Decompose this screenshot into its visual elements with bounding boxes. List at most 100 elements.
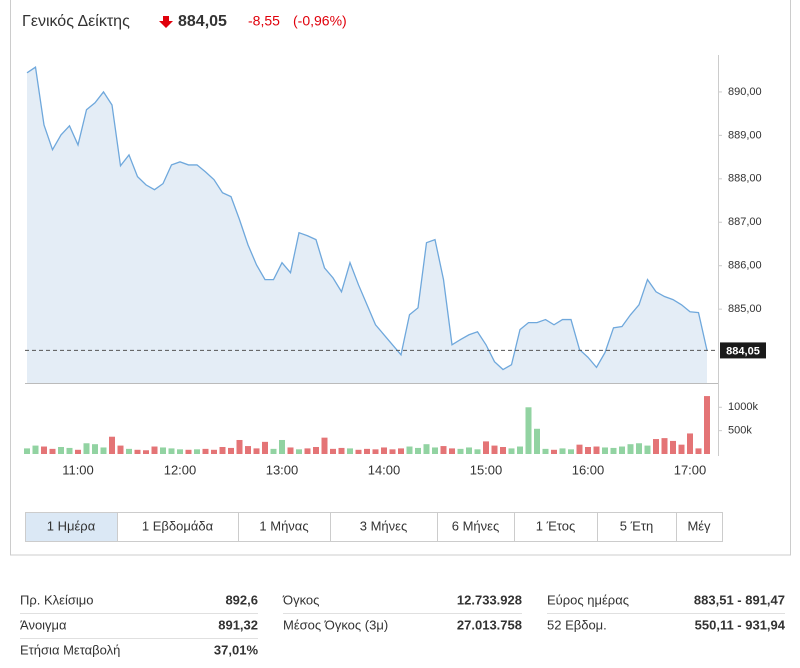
volume-bar xyxy=(695,448,702,454)
stat-value: 27.013.758 xyxy=(457,617,522,632)
volume-bar xyxy=(134,449,141,454)
y-tick-label: 890,00 xyxy=(728,86,762,98)
volume-bar xyxy=(202,448,209,454)
volume-bar xyxy=(585,446,591,454)
range-tab[interactable] xyxy=(676,512,723,542)
range-tab[interactable] xyxy=(437,512,515,542)
volume-bar xyxy=(483,441,489,454)
volume-bar xyxy=(151,446,158,454)
range-tab[interactable] xyxy=(117,512,239,542)
volume-bar xyxy=(389,449,396,454)
volume-bar xyxy=(670,440,676,454)
volume-bar xyxy=(423,444,430,454)
current-price-box xyxy=(720,342,766,359)
volume-bar xyxy=(49,448,56,454)
volume-bar xyxy=(236,439,243,454)
volume-bar xyxy=(415,447,421,454)
stat-value: 37,01% xyxy=(214,642,259,657)
volume-bar xyxy=(41,446,47,454)
volume-bar xyxy=(279,439,285,454)
range-tab[interactable] xyxy=(597,512,677,542)
volume-bar xyxy=(330,448,336,454)
range-tab-label[interactable]: 1 Εβδομάδα xyxy=(142,518,214,533)
range-tab-label[interactable]: 3 Μήνες xyxy=(360,518,407,533)
stat-value: 892,6 xyxy=(225,592,258,607)
volume-bar xyxy=(508,448,515,454)
current-price-label: 884,05 xyxy=(726,345,760,357)
volume-bar xyxy=(58,446,64,454)
volume-bar xyxy=(525,407,532,454)
stat-value: 12.733.928 xyxy=(457,592,522,607)
stat-label: Όγκος xyxy=(282,592,319,607)
x-tick-label: 17:00 xyxy=(674,462,707,477)
volume-bar xyxy=(185,449,192,454)
stat-value: 891,32 xyxy=(218,617,258,632)
volume-bar xyxy=(602,447,608,454)
volume-bar xyxy=(466,447,472,454)
volume-bar xyxy=(559,448,566,454)
volume-bar xyxy=(194,449,200,454)
volume-bar xyxy=(534,428,540,454)
range-tab[interactable] xyxy=(25,512,118,542)
stat-label: Ετήσια Μεταβολή xyxy=(20,642,120,657)
volume-bar xyxy=(474,449,481,454)
volume-bar xyxy=(304,448,311,454)
volume-bar xyxy=(449,448,455,454)
x-tick-label: 11:00 xyxy=(62,462,94,477)
volume-bar xyxy=(568,449,574,454)
stat-value: 550,11 - 931,94 xyxy=(695,617,786,632)
volume-bar xyxy=(636,443,642,454)
volume-bar xyxy=(355,449,362,454)
volume-bar xyxy=(109,436,115,454)
range-tab-label[interactable]: Μέγ xyxy=(687,518,711,533)
price-area xyxy=(27,67,707,383)
volume-bar xyxy=(619,446,625,454)
stat-label: 52 Εβδομ. xyxy=(547,617,607,632)
volume-bar xyxy=(168,448,175,454)
volume-bar xyxy=(687,433,693,454)
volume-bar xyxy=(100,447,107,454)
stat-label: Μέσος Όγκος (3μ) xyxy=(283,617,388,632)
volume-bar xyxy=(177,449,183,454)
volume-bar xyxy=(593,446,600,454)
volume-bar xyxy=(644,445,651,454)
x-tick-label: 16:00 xyxy=(572,462,605,477)
volume-bar xyxy=(551,449,557,454)
volume-bar xyxy=(245,446,251,454)
volume-bar xyxy=(126,448,132,454)
volume-bar xyxy=(270,448,277,454)
volume-bar xyxy=(66,447,73,454)
stat-value: 883,51 - 891,47 xyxy=(694,592,785,607)
volume-bar xyxy=(262,441,268,454)
volume-bar xyxy=(440,446,447,454)
volume-bar xyxy=(160,447,166,454)
volume-bar xyxy=(406,446,413,454)
price-line xyxy=(26,66,708,371)
range-tab-label[interactable]: 5 Έτη xyxy=(620,518,653,533)
range-tab-label[interactable]: 1 Έτος xyxy=(536,518,575,533)
index-title: Γενικός Δείκτης xyxy=(22,13,130,30)
volume-bar xyxy=(228,447,234,454)
volume-bar xyxy=(661,438,668,454)
volume-bar xyxy=(610,447,617,454)
y-tick-label: 889,00 xyxy=(728,129,762,141)
volume-bar xyxy=(32,445,39,454)
volume-bar xyxy=(321,437,328,454)
volume-bar xyxy=(211,449,217,454)
range-tab-label[interactable]: 6 Μήνες xyxy=(452,518,499,533)
volume-bar xyxy=(364,448,370,454)
change: -8,55 xyxy=(248,13,280,29)
volume-bar xyxy=(517,446,523,454)
volume-bar xyxy=(653,439,659,454)
volume-bar xyxy=(347,448,353,454)
volume-bar xyxy=(75,449,81,454)
x-tick-label: 15:00 xyxy=(470,462,503,477)
volume-bar xyxy=(296,449,302,454)
range-tab-label[interactable]: 1 Ημέρα xyxy=(47,518,96,533)
change-pct: (-0,96%) xyxy=(293,13,347,29)
range-tab-label[interactable]: 1 Μήνας xyxy=(259,518,308,533)
y-tick-label: 887,00 xyxy=(728,216,762,228)
x-tick-label: 13:00 xyxy=(266,462,299,477)
volume-bar xyxy=(576,444,583,454)
